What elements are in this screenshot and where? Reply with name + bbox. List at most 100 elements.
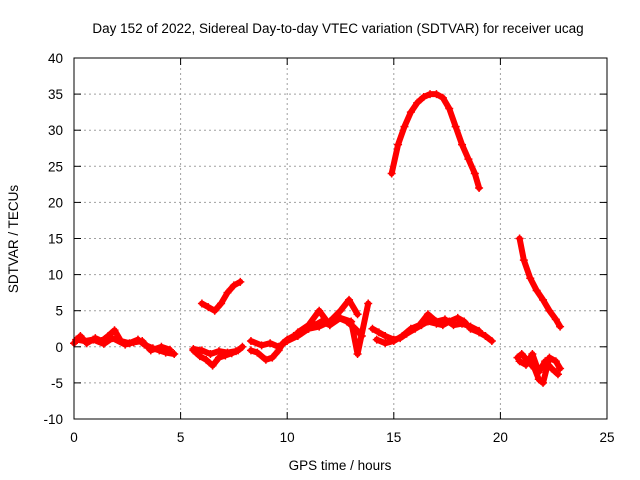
data-point — [325, 321, 334, 330]
data-point — [347, 317, 356, 326]
data-point — [223, 348, 232, 357]
data-point — [210, 306, 219, 315]
data-point — [432, 90, 441, 99]
data-point — [293, 328, 302, 337]
data-point — [197, 299, 206, 308]
data-point — [517, 350, 526, 359]
data-point — [381, 331, 390, 340]
data-point — [387, 169, 396, 178]
data-point — [526, 274, 535, 283]
data-point — [274, 342, 283, 351]
data-point — [481, 331, 490, 340]
y-tick-label: 30 — [48, 123, 63, 138]
data-point — [208, 361, 217, 370]
data-point — [521, 360, 530, 369]
data-point — [534, 368, 543, 377]
data-point — [214, 347, 223, 356]
y-axis-label: SDTVAR / TECUs — [6, 185, 21, 294]
data-point — [236, 277, 245, 286]
data-point — [121, 340, 130, 349]
data-point — [108, 334, 117, 343]
data-point — [453, 313, 462, 322]
data-point — [72, 335, 81, 344]
x-axis-label: GPS time / hours — [289, 458, 392, 473]
data-series — [70, 90, 565, 387]
y-tick-label: 35 — [48, 87, 63, 102]
data-point — [146, 346, 155, 355]
data-point — [423, 310, 432, 319]
data-point — [394, 140, 403, 149]
y-tick-label: 0 — [55, 340, 63, 355]
data-point — [539, 295, 548, 304]
axis-ticks: 0 5 10 15 20 25 -10 -5 0 5 10 15 20 25 30 35 40 — [43, 51, 614, 445]
data-point — [541, 357, 550, 366]
data-point — [515, 234, 524, 243]
data-point — [257, 341, 266, 350]
x-tick-label: 5 — [177, 430, 185, 445]
data-point — [336, 306, 345, 315]
x-tick-label: 25 — [599, 430, 614, 445]
data-point — [381, 339, 390, 348]
data-point — [197, 346, 206, 355]
y-tick-label: 15 — [48, 232, 63, 247]
data-point — [406, 108, 415, 117]
data-point — [406, 324, 415, 333]
y-tick-label: -5 — [51, 376, 63, 391]
data-point — [138, 337, 147, 346]
data-point — [157, 342, 166, 351]
data-point — [195, 352, 204, 361]
data-point — [487, 337, 496, 346]
data-point — [419, 92, 428, 101]
data-point — [464, 155, 473, 164]
data-point — [204, 303, 213, 312]
data-point — [266, 339, 275, 348]
data-point — [451, 122, 460, 131]
data-point — [80, 337, 89, 346]
data-point — [415, 321, 424, 330]
data-point — [246, 337, 255, 346]
y-tick-label: 5 — [55, 304, 63, 319]
data-point — [217, 299, 226, 308]
data-point — [238, 342, 247, 351]
data-point — [202, 355, 211, 364]
data-point — [170, 350, 179, 359]
data-point — [545, 306, 554, 315]
data-point — [466, 322, 475, 331]
data-point — [449, 321, 458, 330]
data-point — [458, 319, 467, 328]
data-point — [532, 286, 541, 295]
data-point — [539, 378, 548, 387]
data-point — [368, 324, 377, 333]
chart-title: Day 152 of 2022, Sidereal Day-to-day VTE… — [92, 21, 583, 36]
data-point — [336, 313, 345, 322]
data-point — [364, 299, 373, 308]
data-point — [553, 370, 562, 379]
data-point — [353, 310, 362, 319]
data-point — [551, 357, 560, 366]
x-tick-label: 0 — [70, 430, 78, 445]
data-point — [223, 288, 232, 297]
data-point — [475, 183, 484, 192]
y-tick-label: -10 — [43, 412, 63, 427]
data-point — [246, 346, 255, 355]
data-point — [229, 281, 238, 290]
data-point — [413, 98, 422, 107]
data-point — [99, 339, 108, 348]
data-point — [283, 337, 292, 346]
data-point — [110, 326, 119, 335]
data-point — [556, 364, 565, 373]
data-point — [372, 335, 381, 344]
data-point — [515, 357, 524, 366]
x-tick-label: 10 — [280, 430, 295, 445]
data-point — [458, 140, 467, 149]
series-trace — [388, 91, 483, 191]
data-point — [432, 317, 441, 326]
y-tick-label: 40 — [48, 51, 63, 66]
data-point — [206, 350, 215, 359]
data-point — [268, 353, 277, 362]
x-tick-label: 15 — [386, 430, 401, 445]
data-point — [89, 335, 98, 344]
series-trace — [247, 296, 361, 350]
data-point — [519, 256, 528, 265]
